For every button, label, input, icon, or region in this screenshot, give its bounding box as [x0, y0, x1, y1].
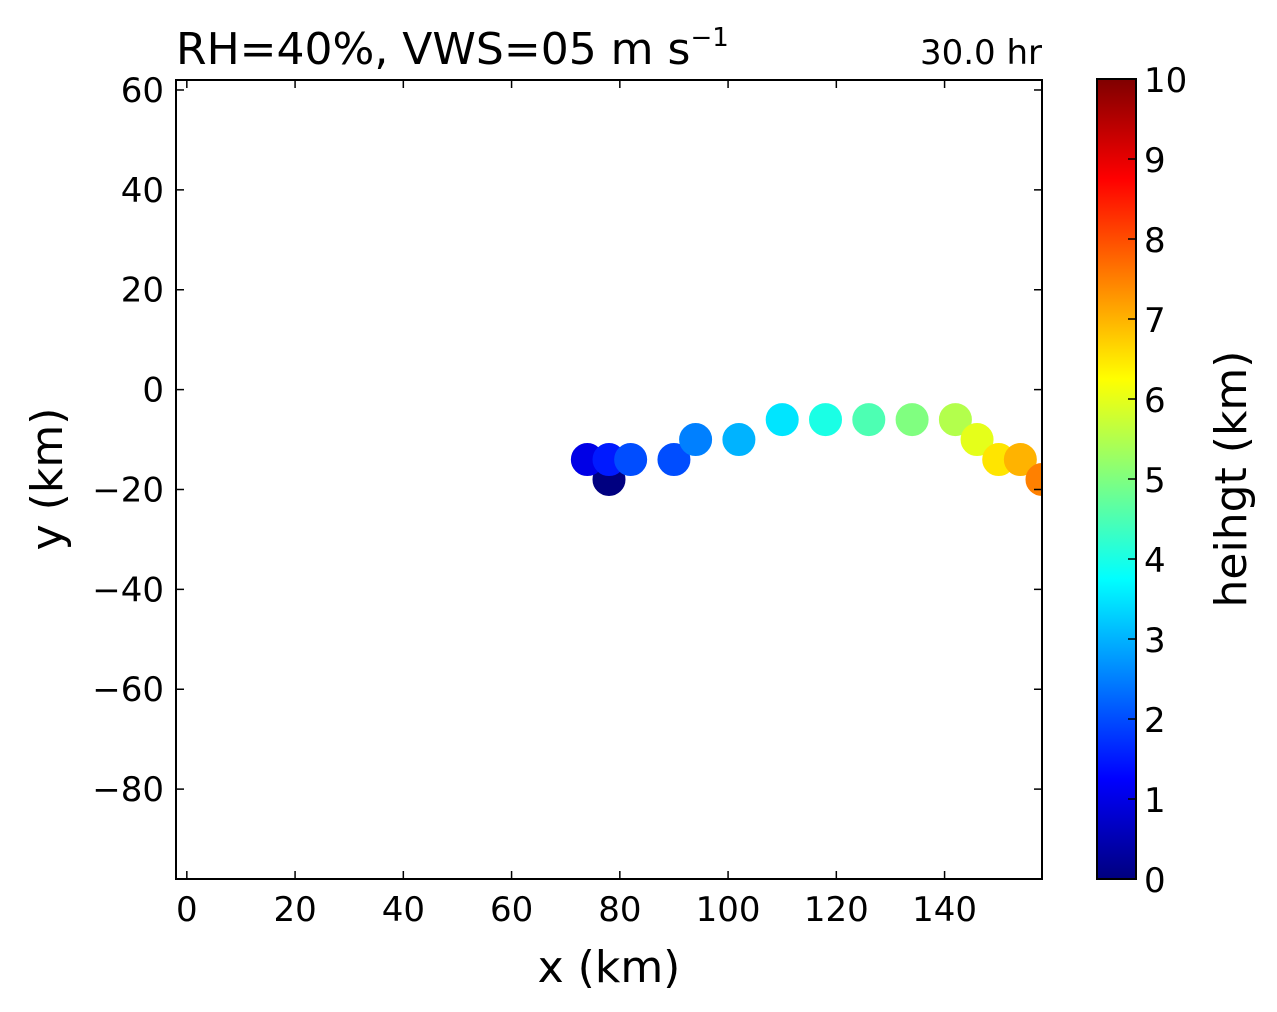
plot-frame — [175, 79, 1043, 880]
y-tick-label-7: −80 — [92, 770, 164, 810]
colorbar-tick-label-2: 2 — [1144, 701, 1166, 741]
x-tick-label-1: 20 — [273, 890, 316, 930]
x-tick-label-3: 60 — [490, 890, 533, 930]
y-tick-marks — [176, 89, 1042, 790]
y-tick-label-4: −20 — [92, 470, 164, 510]
colorbar-tick-label-7: 7 — [1144, 301, 1166, 341]
x-tick-label-7: 140 — [912, 890, 977, 930]
x-tick-marks — [186, 80, 946, 879]
colorbar-tick-label-8: 8 — [1144, 221, 1166, 261]
data-point-14 — [1003, 443, 1037, 477]
time-label: 30.0 hr — [920, 33, 1042, 73]
x-tick-label-5: 100 — [696, 890, 761, 930]
y-tick-label-0: 60 — [121, 71, 164, 111]
y-tick-label-1: 40 — [121, 171, 164, 211]
y-tick-label-5: −40 — [92, 570, 164, 610]
x-tick-label-0: 0 — [176, 890, 198, 930]
colorbar-ticks — [1128, 78, 1136, 880]
data-point-4 — [657, 443, 691, 477]
y-axis-label: y (km) — [22, 408, 73, 551]
data-point-5 — [679, 423, 713, 457]
y-tick-label-2: 20 — [121, 271, 164, 311]
y-tick-label-6: −60 — [92, 670, 164, 710]
data-point-9 — [852, 403, 886, 437]
y-tick-labels: 60 40 20 0 −20 −40 −60 −80 — [92, 71, 164, 810]
x-tick-label-2: 40 — [382, 890, 425, 930]
colorbar-tick-label-0: 0 — [1144, 861, 1166, 901]
data-point-15 — [1025, 463, 1042, 496]
data-point-3 — [614, 443, 648, 477]
colorbar-tick-label-1: 1 — [1144, 781, 1166, 821]
x-tick-labels: 0 20 40 60 80 100 120 140 — [176, 890, 977, 930]
scatter-points — [570, 403, 1042, 496]
chart-title-main: RH=40%, VWS=05 m s — [176, 24, 690, 75]
colorbar-tick-label-4: 4 — [1144, 541, 1166, 581]
data-point-12 — [960, 423, 994, 457]
colorbar-tick-label-3: 3 — [1144, 621, 1166, 661]
data-point-11 — [938, 403, 972, 437]
y-tick-label-3: 0 — [142, 371, 164, 411]
data-point-10 — [895, 403, 929, 437]
colorbar-tick-label-6: 6 — [1144, 381, 1166, 421]
colorbar-tick-label-10: 10 — [1144, 61, 1187, 101]
colorbar-tick-labels: 0 1 2 3 4 5 6 7 8 9 10 — [1144, 61, 1187, 901]
colorbar-tick-label-5: 5 — [1144, 461, 1166, 501]
chart-title: RH=40%, VWS=05 m s−1 — [176, 23, 729, 75]
chart-title-superscript: −1 — [690, 23, 728, 53]
data-point-6 — [722, 423, 756, 457]
data-point-7 — [765, 403, 799, 437]
x-axis-label: x (km) — [538, 942, 681, 993]
data-point-8 — [809, 403, 842, 437]
colorbar: 0 1 2 3 4 5 6 7 8 9 10 heihgt (km) — [1096, 61, 1257, 901]
plot-area — [175, 79, 1043, 880]
x-tick-label-4: 80 — [598, 890, 641, 930]
colorbar-label: heihgt (km) — [1206, 351, 1257, 608]
x-tick-label-6: 120 — [804, 890, 869, 930]
colorbar-tick-label-9: 9 — [1144, 141, 1166, 181]
